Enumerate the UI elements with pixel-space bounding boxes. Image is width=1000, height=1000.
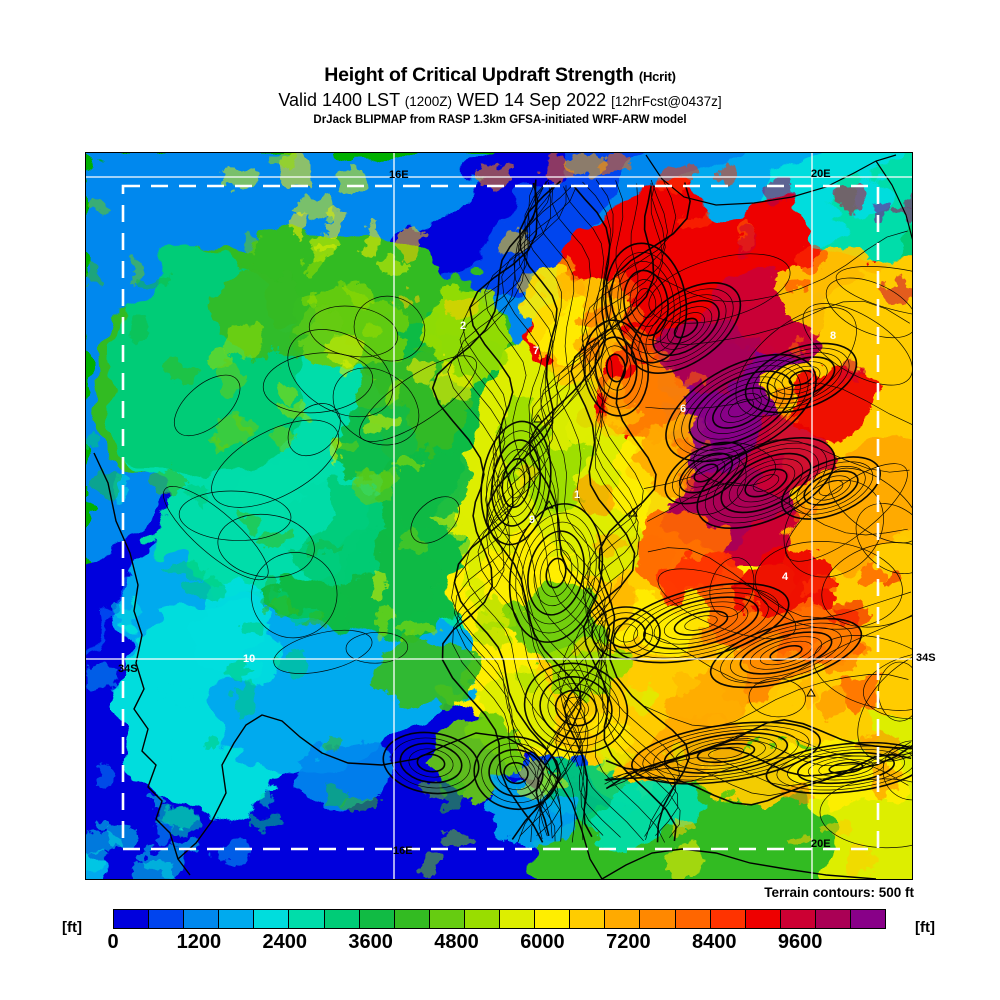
map-grid-label: 20E xyxy=(811,838,831,850)
colorbar-swatch xyxy=(184,910,220,928)
map-grid-label: 16E xyxy=(389,169,409,181)
colorbar-unit-left: [ft] xyxy=(62,919,82,936)
colorbar-swatch xyxy=(149,910,185,928)
colorbar-swatch xyxy=(535,910,571,928)
colorbar-swatch xyxy=(219,910,255,928)
map-grid-label: 34S xyxy=(916,652,936,664)
colorbar-tick: 1200 xyxy=(176,931,222,953)
map-grid-label: 34S xyxy=(118,663,138,675)
colorbar-scale[interactable] xyxy=(113,909,886,929)
colorbar-swatch xyxy=(359,910,395,928)
map-grid-label: 16E xyxy=(393,845,413,857)
valid-prefix: Valid 1400 LST xyxy=(278,89,400,110)
colorbar-swatch xyxy=(605,910,641,928)
colorbar-unit-right: [ft] xyxy=(915,919,935,936)
colorbar-tick: 8400 xyxy=(691,931,737,953)
colorbar-swatch xyxy=(114,910,150,928)
colorbar-tick: 0 xyxy=(107,931,119,953)
colorbar-swatch xyxy=(815,910,851,928)
title-param: (Hcrit) xyxy=(638,69,676,84)
colorbar-swatch xyxy=(745,910,781,928)
colorbar-swatch xyxy=(675,910,711,928)
domain-boundary-box xyxy=(121,184,880,851)
colorbar-swatch xyxy=(500,910,536,928)
colorbar-tick: 2400 xyxy=(262,931,308,953)
colorbar-swatch xyxy=(710,910,746,928)
colorbar-swatch xyxy=(570,910,606,928)
terrain-contour-note: Terrain contours: 500 ft xyxy=(764,885,914,900)
valid-date: WED 14 Sep 2022 xyxy=(457,89,607,110)
page-title: Height of Critical Updraft Strength (Hcr… xyxy=(0,64,1000,86)
forecast-stamp: [12hrFcst@0437z] xyxy=(611,93,722,109)
colorbar-swatch xyxy=(429,910,465,928)
colorbar-swatch xyxy=(850,910,886,928)
colorbar-tick: 9600 xyxy=(777,931,823,953)
colorbar-tick-labels: 0 1200 2400 3600 4800 6000 7200 8400 9600 xyxy=(107,931,886,957)
colorbar-tick: 3600 xyxy=(348,931,393,953)
chart-header: Height of Critical Updraft Strength (Hcr… xyxy=(0,64,1000,126)
colorbar-swatch xyxy=(640,910,676,928)
valid-zulu: (1200Z) xyxy=(404,93,453,109)
colorbar-tick: 7200 xyxy=(606,931,651,953)
colorbar-swatch xyxy=(394,910,430,928)
colorbar-tick: 6000 xyxy=(520,931,565,953)
colorbar-panel: [ft] [ft] 0 1200 2400 3600 4800 6000 7200 8400 9… xyxy=(0,905,1000,960)
hcrit-heatmap xyxy=(86,153,912,879)
colorbar-swatch xyxy=(289,910,325,928)
valid-time-line: Valid 1400 LST (1200Z) WED 14 Sep 2022 [… xyxy=(0,91,1000,109)
map-panel[interactable]: 2 7 8 6 1 4 10 9 xyxy=(85,152,913,880)
map-grid-label: 20E xyxy=(811,168,831,180)
model-line: DrJack BLIPMAP from RASP 1.3km GFSA-init… xyxy=(313,113,687,126)
colorbar-tick: 4800 xyxy=(434,931,479,953)
colorbar-swatch xyxy=(254,910,290,928)
colorbar-swatch xyxy=(780,910,816,928)
colorbar-swatch xyxy=(464,910,501,928)
colorbar-swatch xyxy=(324,910,360,928)
title-text: Height of Critical Updraft Strength xyxy=(324,64,634,86)
